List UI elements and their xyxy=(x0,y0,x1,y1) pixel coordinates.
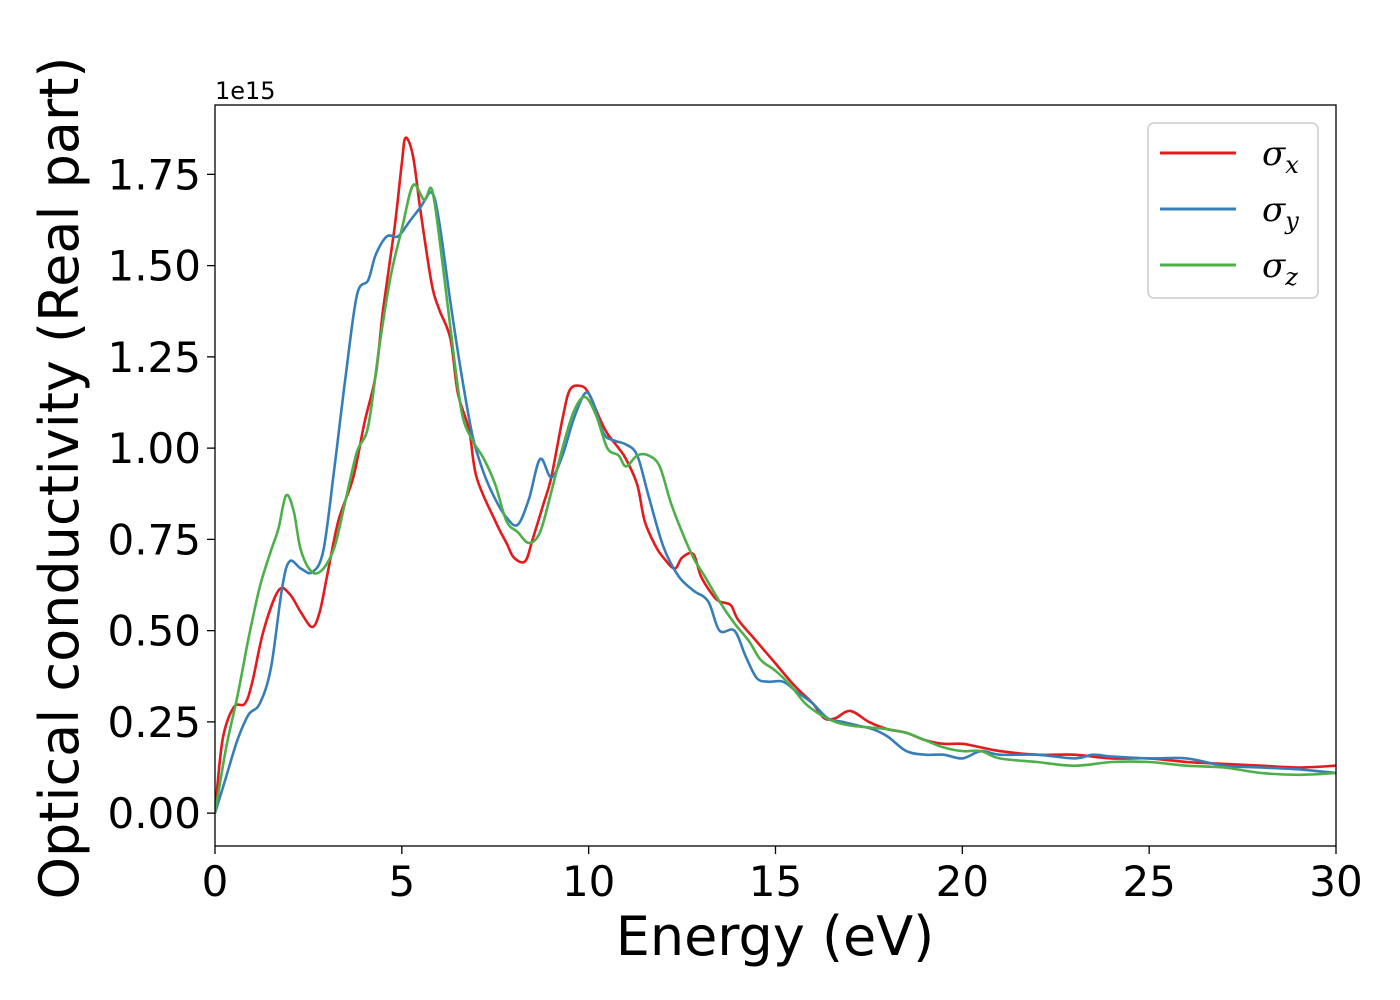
series-lines xyxy=(215,136,1336,814)
y-tick-label: 0.50 xyxy=(107,607,201,656)
y-tick-label: 0.25 xyxy=(107,698,201,747)
x-tick-label: 25 xyxy=(1122,857,1175,906)
x-axis-ticks: 0 5 10 15 20 25 30 xyxy=(202,846,1363,906)
y-tick-label: 1.50 xyxy=(107,242,201,291)
x-axis-label: Energy (eV) xyxy=(616,905,935,968)
x-tick-label: 10 xyxy=(562,857,615,906)
x-tick-label: 30 xyxy=(1309,857,1362,906)
y-axis-label: Optical conductivity (Real part) xyxy=(28,57,91,900)
series-line-y xyxy=(215,191,1336,814)
y-axis-ticks: 0.00 0.25 0.50 0.75 1.00 1.25 1.50 1.75 xyxy=(107,150,215,838)
y-tick-label: 0.00 xyxy=(107,789,201,838)
y-offset-label: 1e15 xyxy=(215,77,276,105)
y-tick-label: 1.25 xyxy=(107,333,201,382)
series-line-z xyxy=(215,183,1336,814)
y-tick-label: 1.00 xyxy=(107,424,201,473)
x-tick-label: 5 xyxy=(388,857,415,906)
x-tick-label: 20 xyxy=(936,857,989,906)
x-tick-label: 0 xyxy=(202,857,229,906)
y-tick-label: 1.75 xyxy=(107,150,201,199)
x-tick-label: 15 xyxy=(749,857,802,906)
y-tick-label: 0.75 xyxy=(107,515,201,564)
